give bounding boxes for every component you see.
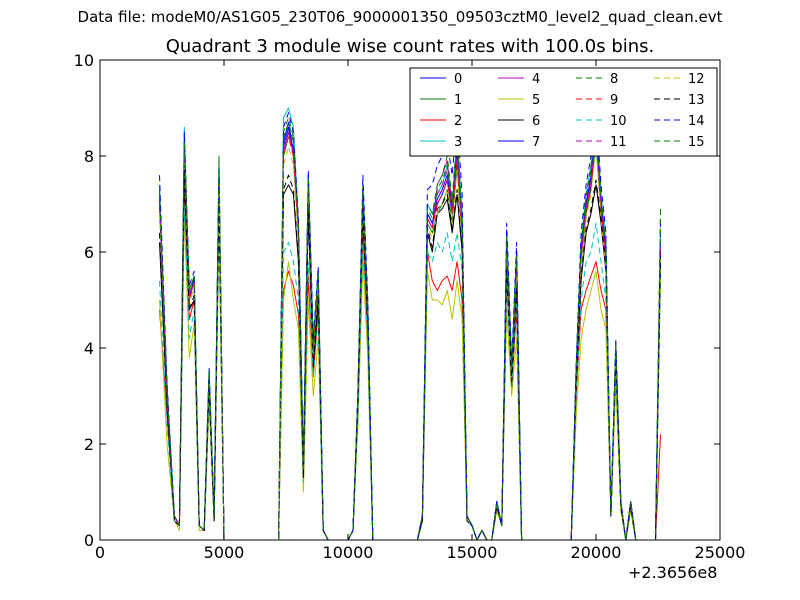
plot-frame (99, 59, 721, 541)
series-line-7 (159, 121, 661, 541)
x-tick-label: 25000 (695, 543, 746, 562)
chart-title: Quadrant 3 module wise count rates with … (165, 36, 655, 57)
legend-label-8: 8 (610, 72, 618, 87)
y-tick-label: 0 (84, 531, 94, 550)
x-tick-label: 5000 (204, 543, 245, 562)
series-line-8 (159, 107, 661, 541)
legend-label-12: 12 (688, 72, 705, 87)
y-tick-label: 8 (84, 147, 94, 166)
series-line-5 (159, 213, 661, 541)
x-tick-label: 10000 (323, 543, 374, 562)
legend-label-2: 2 (454, 114, 462, 129)
x-tick-label: 15000 (447, 543, 498, 562)
legend-label-10: 10 (610, 114, 627, 129)
y-tick-label: 6 (84, 243, 94, 262)
series-line-9 (159, 136, 661, 541)
series-line-3 (159, 107, 661, 541)
x-tick-label: 20000 (571, 543, 622, 562)
series-layer (159, 107, 661, 541)
y-tick-label: 2 (84, 435, 94, 454)
legend-label-4: 4 (532, 72, 540, 87)
legend-label-7: 7 (532, 135, 540, 150)
y-tick-label: 4 (84, 339, 94, 358)
legend-label-5: 5 (532, 93, 540, 108)
legend-label-3: 3 (454, 135, 462, 150)
x-offset-label: +2.3656e8 (628, 563, 717, 582)
legend-label-6: 6 (532, 114, 540, 129)
x-tick-label: 0 (95, 543, 105, 562)
series-line-10 (159, 203, 661, 541)
y-tick-label: 10 (74, 51, 94, 70)
legend-label-13: 13 (688, 93, 705, 108)
legend-label-9: 9 (610, 93, 618, 108)
suptitle: Data file: modeM0/AS1G05_230T06_90000013… (77, 8, 723, 26)
series-line-15 (159, 121, 661, 541)
legend-label-0: 0 (454, 72, 462, 87)
series-line-14 (159, 107, 661, 541)
legend-label-14: 14 (688, 114, 705, 129)
legend-label-15: 15 (688, 135, 705, 150)
legend-label-1: 1 (454, 93, 462, 108)
legend-label-11: 11 (610, 135, 627, 150)
